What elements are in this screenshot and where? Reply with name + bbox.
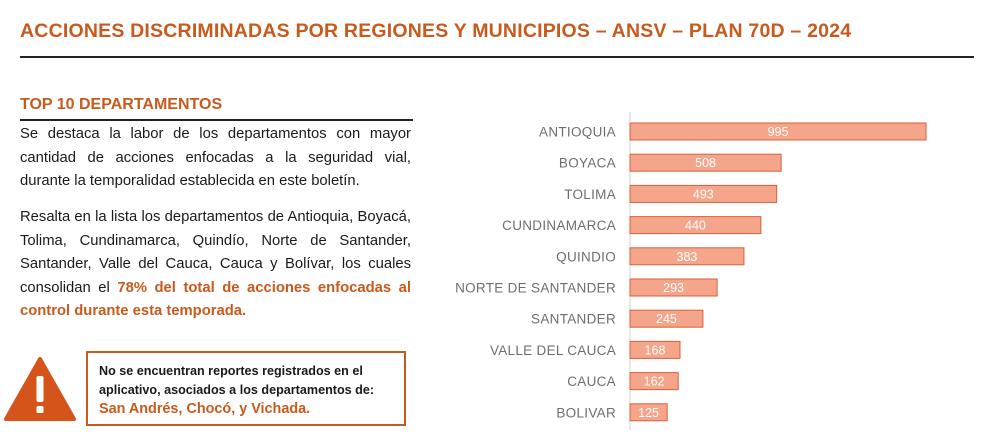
category-label: TOLIMA bbox=[564, 187, 616, 202]
section-title: TOP 10 DEPARTAMENTOS bbox=[20, 96, 223, 113]
intro-paragraph: Se destaca la labor de los departamentos… bbox=[20, 126, 411, 190]
title-divider bbox=[20, 56, 974, 58]
category-label: CUNDINAMARCA bbox=[502, 218, 616, 233]
bar bbox=[629, 216, 762, 235]
bar bbox=[629, 403, 668, 422]
summary-highlight: 78% del total de acciones enfocadas al c… bbox=[20, 279, 411, 320]
missing-reports-note: No se encuentran reportes registrados en… bbox=[86, 351, 406, 426]
bar bbox=[629, 309, 704, 328]
category-label: CAUCA bbox=[567, 374, 616, 389]
bar bbox=[629, 153, 782, 172]
bar bbox=[629, 247, 745, 266]
category-label: QUINDIO bbox=[556, 249, 616, 264]
departments-bar-chart: ANTIOQUIA 995 BOYACA 508 TOLIMA 493 CUNDINAMAR… bbox=[455, 112, 927, 430]
bar-value-label: 383 bbox=[677, 250, 698, 264]
bar-value-label: 125 bbox=[638, 406, 659, 420]
bar-value-label: 162 bbox=[644, 375, 665, 389]
bar-value-label: 440 bbox=[685, 219, 706, 233]
bar-value-label: 995 bbox=[768, 125, 789, 139]
section-divider bbox=[20, 119, 413, 121]
category-label: SANTANDER bbox=[531, 312, 616, 327]
bar bbox=[629, 372, 679, 391]
bar-value-label: 168 bbox=[645, 343, 666, 357]
category-label: ANTIOQUIA bbox=[539, 125, 616, 140]
warning-triangle-icon bbox=[4, 357, 76, 421]
bar bbox=[629, 340, 681, 359]
bar bbox=[629, 278, 718, 297]
category-label: NORTE DE SANTANDER bbox=[455, 281, 616, 296]
note-text: No se encuentran reportes registrados en… bbox=[99, 364, 375, 397]
bar-value-label: 293 bbox=[663, 281, 684, 295]
bar bbox=[629, 184, 778, 203]
category-label: BOLIVAR bbox=[556, 405, 616, 420]
category-label: BOYACA bbox=[559, 156, 616, 171]
category-label: VALLE DEL CAUCA bbox=[490, 343, 616, 358]
summary-text: Resalta en la lista los departamentos de… bbox=[20, 209, 411, 296]
note-places: San Andrés, Chocó, y Vichada. bbox=[99, 401, 311, 417]
page-title: ACCIONES DISCRIMINADAS POR REGIONES Y MU… bbox=[20, 20, 852, 42]
bar-value-label: 245 bbox=[656, 312, 677, 326]
bar-value-label: 493 bbox=[693, 187, 714, 201]
bar bbox=[629, 122, 927, 141]
summary-paragraph: Resalta en la lista los departamentos de… bbox=[20, 206, 411, 324]
bar-value-label: 508 bbox=[695, 156, 716, 170]
